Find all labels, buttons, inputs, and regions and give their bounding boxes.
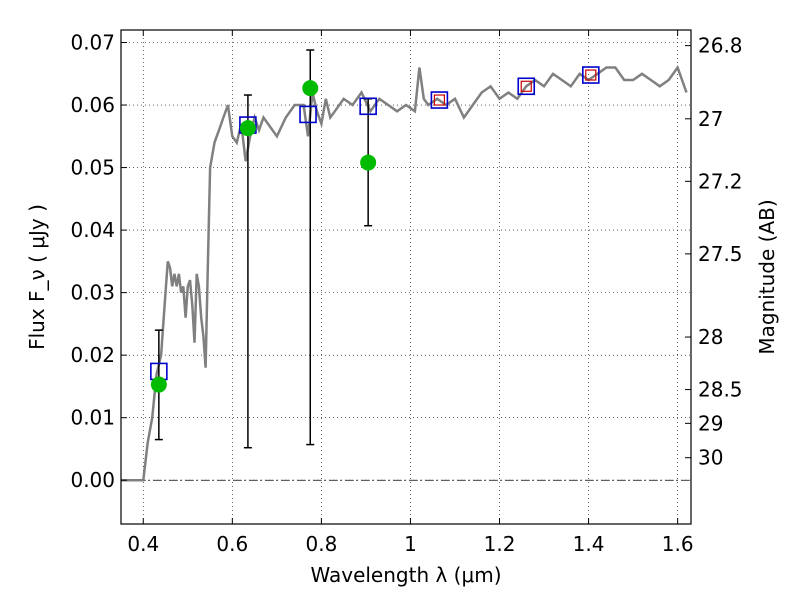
model-marker [359,97,377,116]
y-axis-label: Flux F_ν ( μJy ) [25,204,49,350]
x-tick-label: 1.2 [484,532,516,556]
y-tick-label: 0.03 [70,281,115,305]
magnitude-tick-label: 27 [698,107,723,131]
magnitude-tick-label: 27.5 [698,242,743,266]
x-tick-label: 0.8 [305,532,337,556]
observed-markers [150,80,377,393]
x-tick-label: 1.6 [662,532,694,556]
x-tick-label: 0.6 [216,532,248,556]
x-tick-label: 1 [404,532,417,556]
y-tick-label: 0.00 [70,468,115,492]
x-tick-label: 0.4 [127,532,159,556]
plot-area [120,29,692,525]
magnitude-tick-label: 28 [698,325,723,349]
magnitude-tick-label: 28.5 [698,378,743,402]
observed-point [239,120,256,137]
magnitude-axis-label: Magnitude (AB) [755,199,779,354]
y-tick-label: 0.05 [70,156,115,180]
y-tick-label: 0.02 [70,343,115,367]
y-tick-label: 0.04 [70,218,115,242]
y-axis-ticks: 0.00 0.01 0.02 0.03 0.04 0.05 0.06 0.07 [70,31,127,492]
model-marker-inner [585,69,597,81]
magnitude-tick-label: 26.8 [698,34,743,58]
observed-point [302,80,319,97]
observed-point [360,154,377,171]
x-tick-label: 1.4 [573,532,605,556]
model-marker [582,66,600,84]
x-axis-ticks: 0.4 0.6 0.8 1 1.2 1.4 1.6 [127,30,694,556]
model-marker [517,77,536,96]
y-tick-label: 0.07 [70,31,115,55]
y-tick-label: 0.01 [70,406,115,430]
plot-background [121,30,691,524]
x-axis-label: Wavelength λ (μm) [310,563,501,587]
observed-point [150,376,167,393]
magnitude-tick-label: 27.2 [698,169,743,193]
magnitude-axis-ticks: 26.8 27 27.2 27.5 28 28.5 29 30 [685,34,743,470]
model-marker-inner [520,80,532,92]
model-marker-inner [433,94,445,106]
magnitude-tick-label: 29 [698,411,723,435]
y-tick-label: 0.06 [70,93,115,117]
plot-frame [120,29,692,525]
errorbars [154,49,373,449]
spectrum-line [121,64,688,482]
magnitude-tick-label: 30 [698,446,723,470]
model-marker [299,105,317,124]
model-marker [430,91,449,109]
